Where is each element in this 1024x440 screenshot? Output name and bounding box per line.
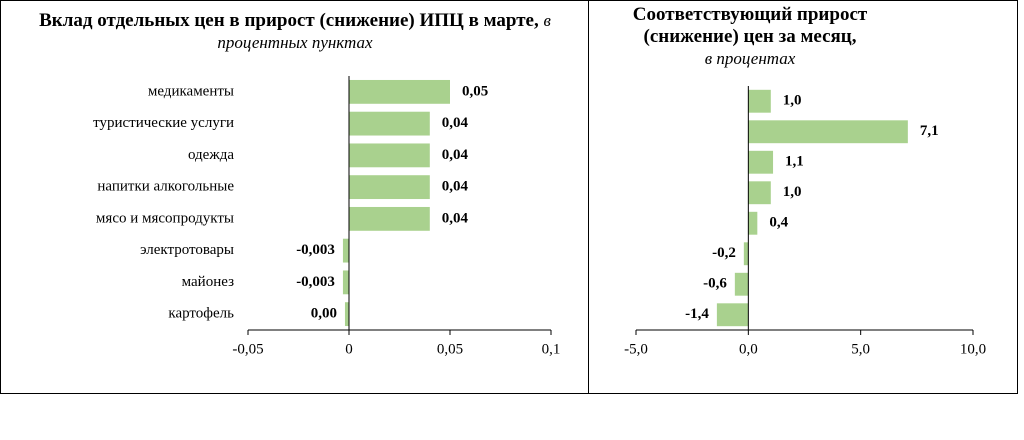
value-label: 0,04: [442, 147, 469, 163]
value-label: -0,2: [712, 245, 736, 261]
x-tick-label: 0,05: [437, 341, 463, 357]
bar: [748, 150, 774, 174]
bar: [342, 238, 349, 263]
value-label: 0,4: [769, 215, 788, 231]
value-label: 0,04: [442, 210, 469, 226]
bar: [349, 111, 430, 136]
bar: [349, 79, 450, 104]
value-label: -1,4: [685, 306, 709, 322]
x-tick-label: 0,0: [739, 341, 758, 357]
value-label: 1,0: [783, 184, 802, 200]
bar: [748, 120, 908, 144]
category-label: напитки алкогольные: [97, 179, 234, 195]
x-tick-label: 0: [345, 341, 353, 357]
category-label: майонез: [182, 274, 234, 290]
value-label: 1,1: [785, 154, 804, 170]
value-label: -0,003: [296, 274, 335, 290]
bar: [734, 272, 749, 296]
bar: [716, 303, 749, 327]
chart-subtitle: в процентных пунктах: [217, 11, 551, 52]
value-label: 1,0: [783, 93, 802, 109]
category-label: туристические услуги: [93, 115, 234, 131]
x-tick-label: 0,1: [542, 341, 561, 357]
chart-title: Вклад отдельных цен в прирост (снижение)…: [39, 10, 539, 31]
bar: [349, 175, 430, 200]
value-label: 0,04: [442, 179, 469, 195]
right-title-block: Соответствующий прирост (снижение) цен з…: [600, 4, 900, 70]
category-label: мясо и мясопродукты: [96, 210, 234, 226]
bar: [748, 211, 758, 235]
category-label: электротовары: [140, 242, 234, 258]
category-label: медикаменты: [148, 83, 234, 99]
x-tick-label: 5,0: [851, 341, 870, 357]
value-label: 0,04: [442, 115, 469, 131]
bar: [344, 302, 349, 327]
chart-subtitle: в процентах: [704, 49, 796, 68]
category-label: одежда: [188, 147, 234, 163]
bar: [748, 89, 771, 113]
bar: [748, 181, 771, 205]
bar: [349, 143, 430, 168]
bar: [342, 270, 349, 295]
left-title-block: Вклад отдельных цен в прирост (снижение)…: [10, 10, 580, 54]
value-label: -0,6: [703, 276, 727, 292]
value-label: 0,05: [462, 83, 488, 99]
x-tick-label: -5,0: [624, 341, 648, 357]
bar: [349, 206, 430, 231]
value-label: 0,00: [311, 306, 337, 322]
bar: [743, 242, 749, 266]
chart-title: Соответствующий прирост (снижение) цен з…: [632, 4, 868, 47]
right-panel: [588, 0, 1018, 394]
value-label: -0,003: [296, 242, 335, 258]
value-label: 7,1: [920, 123, 939, 139]
x-tick-label: -0,05: [232, 341, 263, 357]
x-tick-label: 10,0: [960, 341, 986, 357]
category-label: картофель: [168, 306, 234, 322]
